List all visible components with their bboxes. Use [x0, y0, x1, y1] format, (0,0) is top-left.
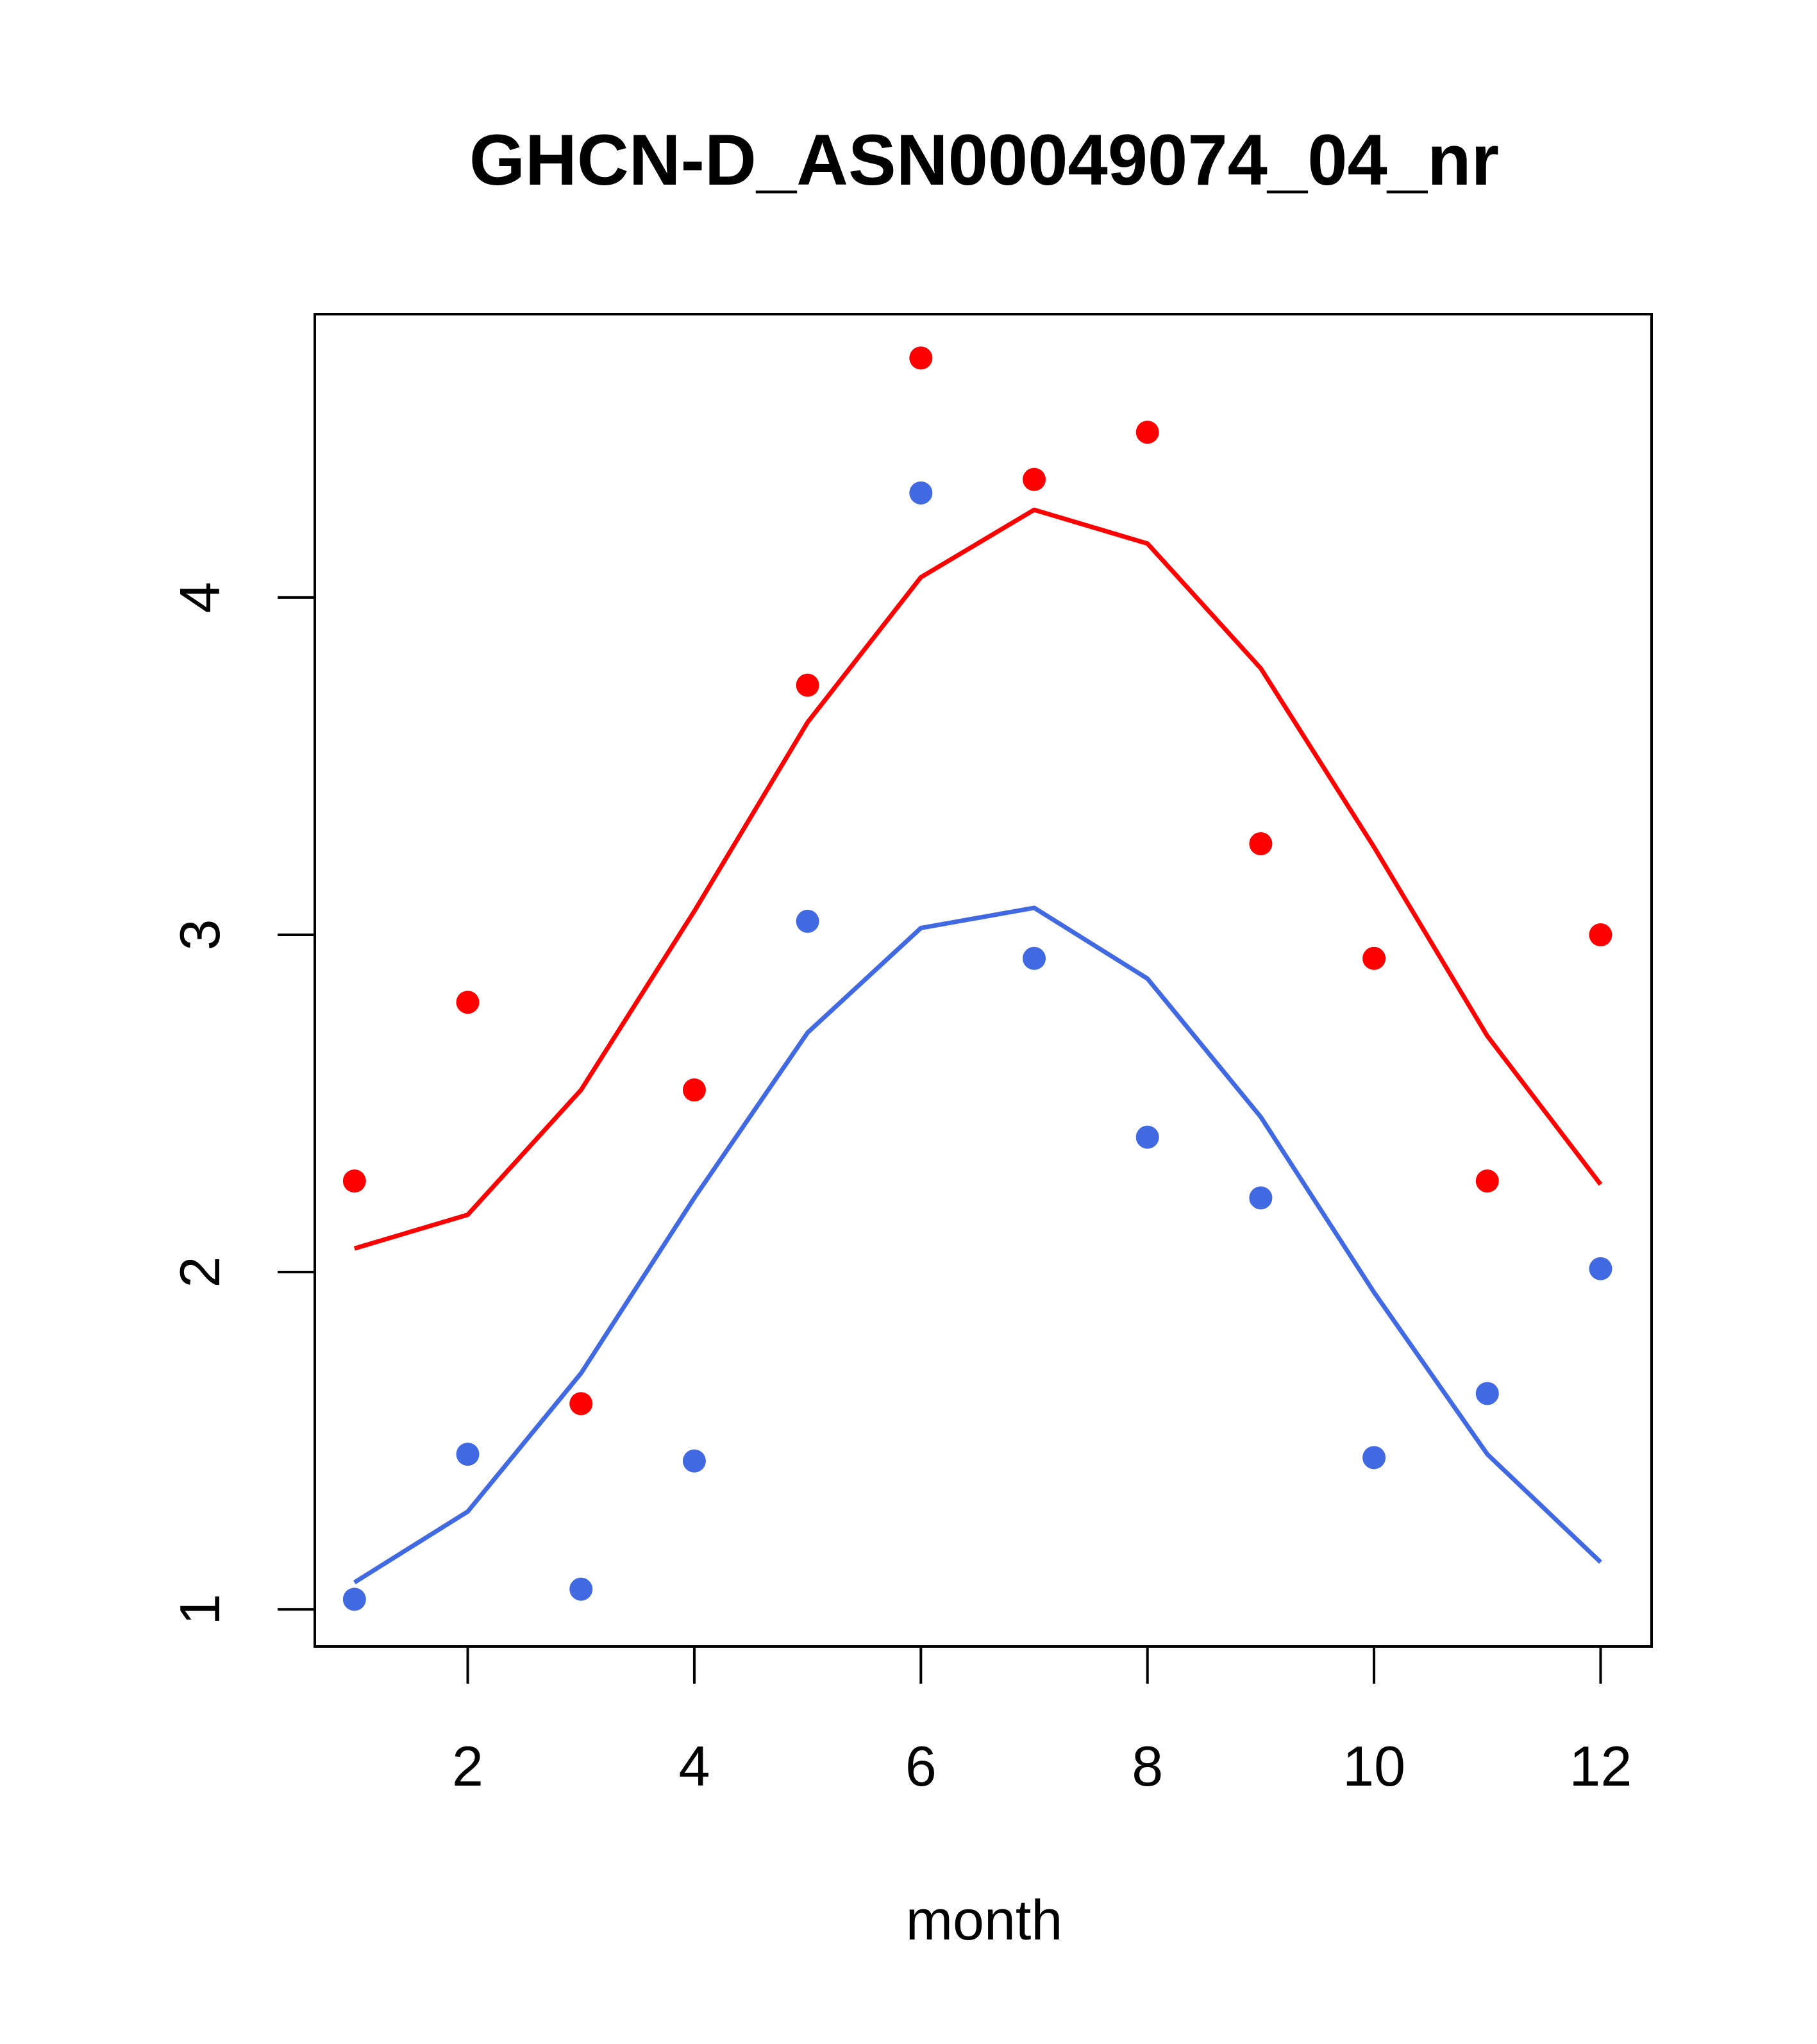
- series-1-point: [1249, 1186, 1273, 1210]
- y-tick-label: 1: [168, 1594, 231, 1625]
- x-tick-label: 8: [1132, 1734, 1163, 1798]
- x-axis: 2 4 6 8 10 12: [452, 1645, 1632, 1798]
- series-1-point: [1589, 1257, 1612, 1280]
- series-1-fit-line: [353, 905, 1602, 1585]
- y-tick-label: 3: [168, 919, 231, 951]
- series-1-point: [456, 1443, 480, 1466]
- series-1-point: [569, 1577, 593, 1601]
- series-layer: [342, 346, 1612, 1611]
- x-tick-label: 2: [452, 1734, 483, 1798]
- series-0-point: [1249, 832, 1273, 855]
- series-0-point: [1475, 1169, 1499, 1193]
- series-1-point: [1135, 1125, 1159, 1149]
- x-tick-label: 4: [678, 1734, 710, 1798]
- series-0-point: [909, 346, 933, 370]
- series-1-point: [342, 1587, 366, 1611]
- series-0-point: [569, 1392, 593, 1416]
- x-tick-label: 6: [905, 1734, 937, 1798]
- y-tick-label: 4: [168, 582, 231, 613]
- series-1-point: [909, 481, 933, 505]
- series-0-point: [796, 673, 819, 697]
- x-tick-label: 10: [1343, 1734, 1405, 1798]
- series-1-point: [796, 909, 819, 933]
- series-0-point: [682, 1078, 706, 1102]
- series-0-point: [1135, 421, 1159, 444]
- series-0-point: [456, 991, 480, 1014]
- series-1-point: [682, 1449, 706, 1473]
- series-1-point: [1023, 946, 1046, 970]
- y-axis: 1 2 3 4: [168, 582, 316, 1625]
- series-1-point: [1475, 1382, 1499, 1405]
- x-tick-label: 12: [1570, 1734, 1632, 1798]
- x-axis-label: month: [906, 1888, 1063, 1952]
- chart-title: GHCN-D_ASN00049074_04_nr: [469, 120, 1499, 200]
- series-0-point: [342, 1169, 366, 1193]
- series-0-point: [1023, 467, 1046, 491]
- series-0-fit-line: [353, 507, 1603, 1251]
- series-0-point: [1362, 946, 1386, 970]
- series-0-point: [1589, 923, 1612, 946]
- y-tick-label: 2: [168, 1257, 231, 1288]
- plot-frame: [314, 313, 1653, 1648]
- series-1-point: [1362, 1446, 1386, 1470]
